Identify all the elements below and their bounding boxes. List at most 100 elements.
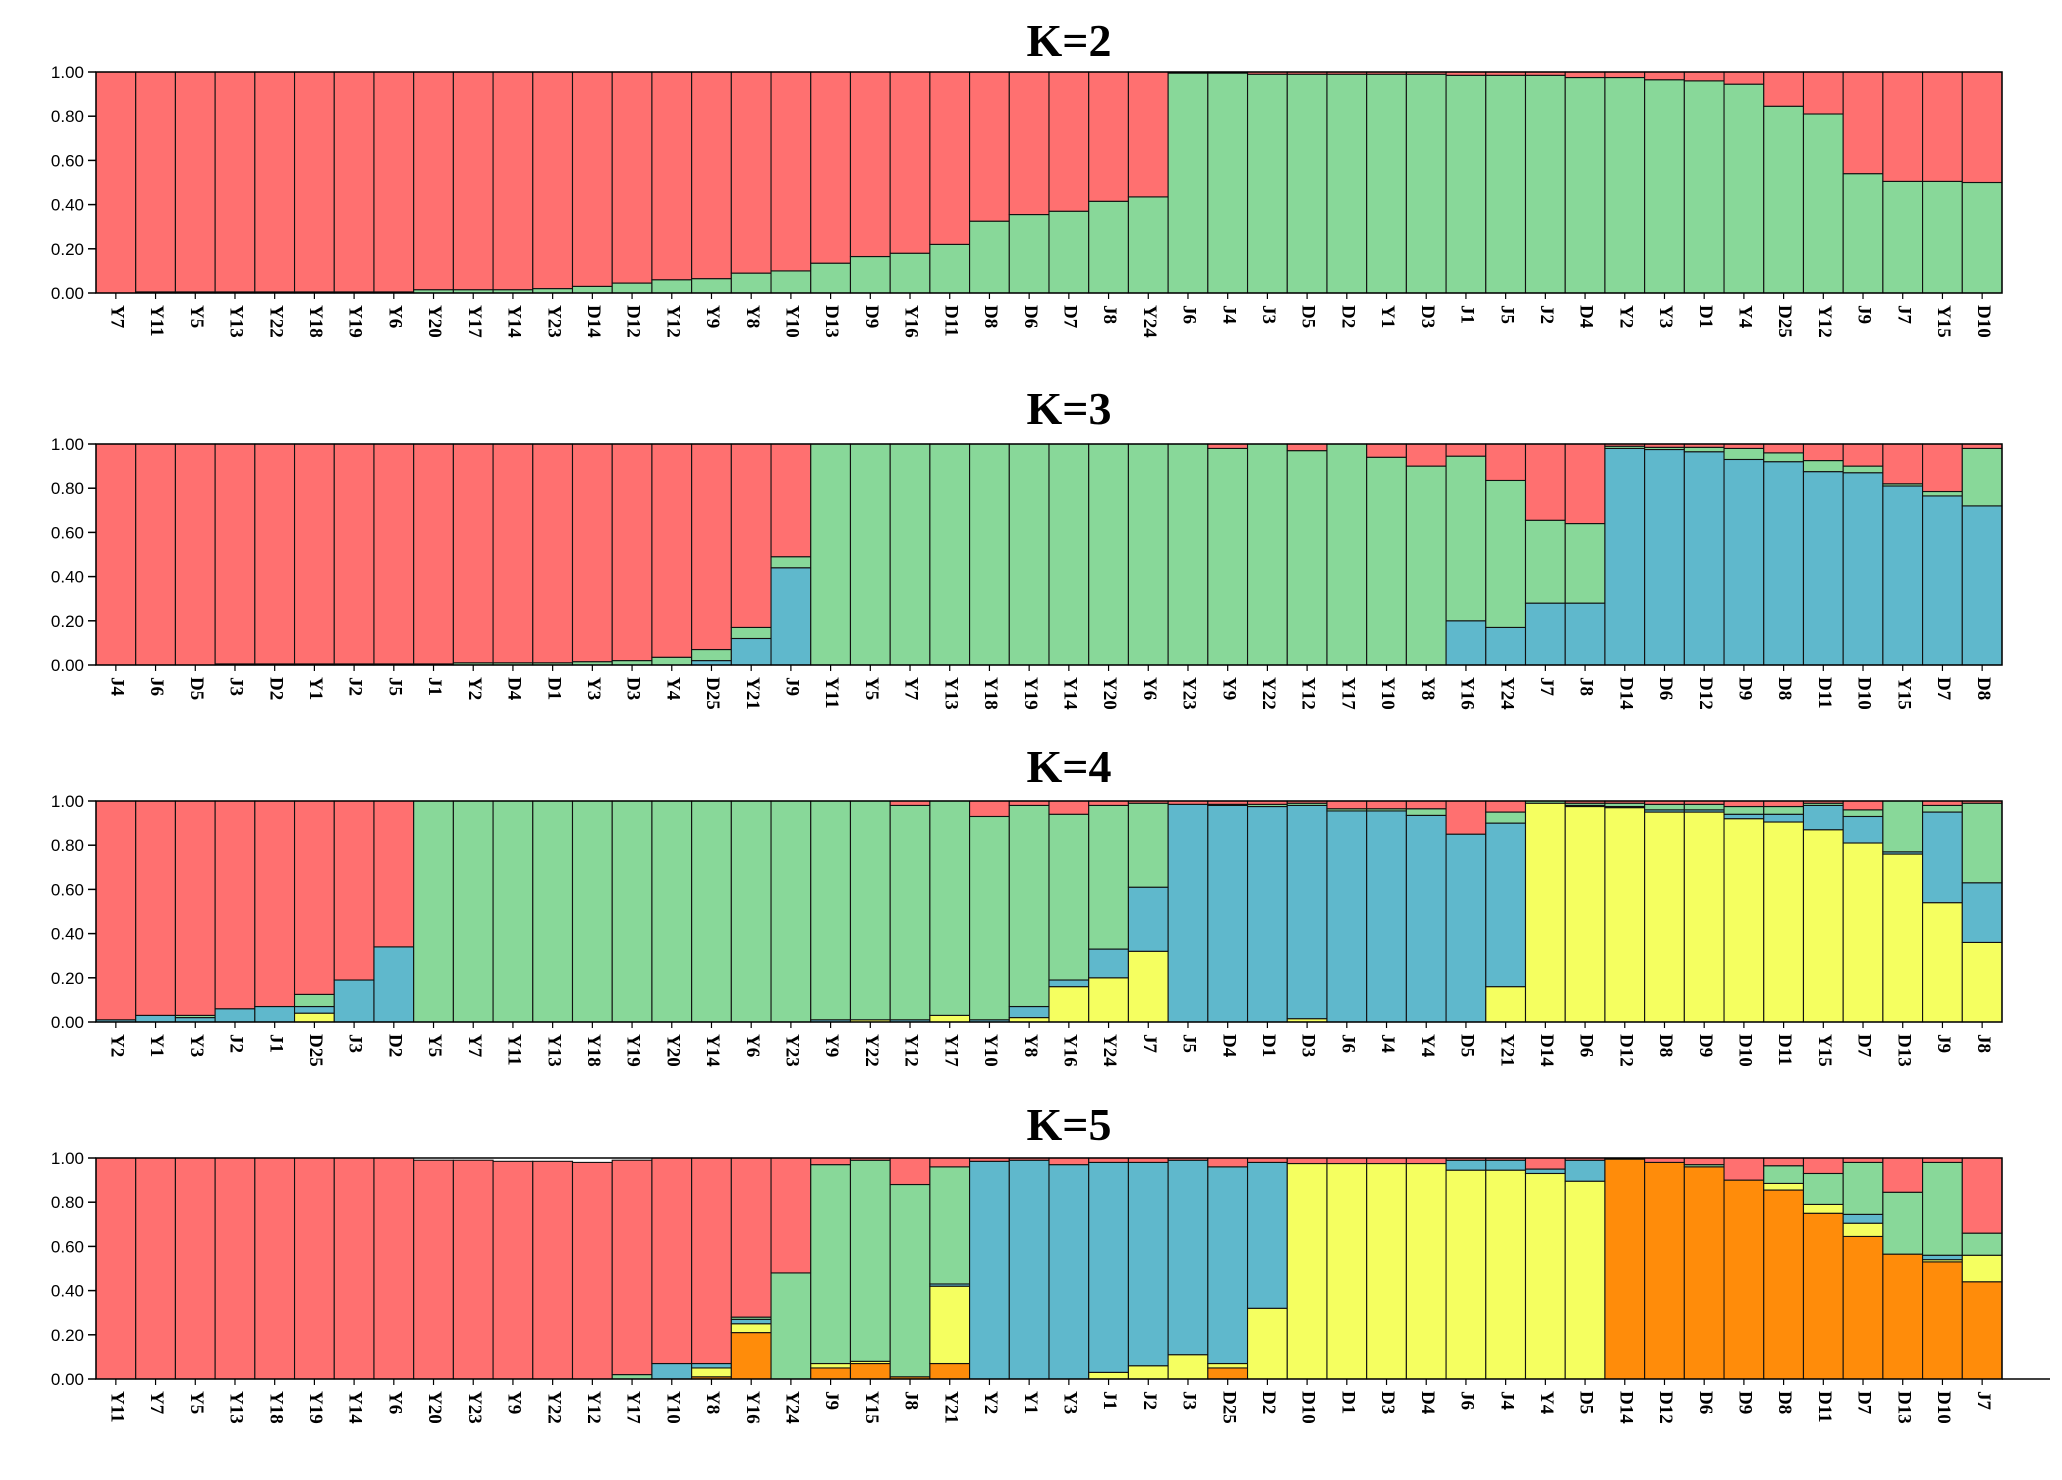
bar-segment-cluster-green <box>532 800 574 1023</box>
x-tick-label: Y2 <box>464 677 485 700</box>
bar-J6 <box>1445 1157 1487 1380</box>
bar-D13 <box>1882 800 1924 1023</box>
bar-Y8 <box>730 71 772 294</box>
bar-segment-cluster-green <box>1723 83 1765 294</box>
bar-segment-cluster-green <box>1008 804 1050 1008</box>
bar-segment-cluster-red <box>571 1161 613 1380</box>
bar-Y12 <box>651 71 693 294</box>
bar-segment-cluster-green <box>1445 74 1487 294</box>
x-tick-label: Y11 <box>821 677 842 709</box>
bar-J1 <box>1445 71 1487 294</box>
bar-D25 <box>1763 71 1805 294</box>
x-tick-label: D12 <box>623 305 644 338</box>
x-tick-label: Y15 <box>1933 305 1954 338</box>
bar-segment-cluster-red <box>1763 71 1805 107</box>
x-tick-label: Y5 <box>186 305 207 328</box>
bar-segment-cluster-blue <box>1445 833 1487 1023</box>
bar-segment-cluster-green <box>1723 805 1765 815</box>
x-tick-label: Y14 <box>1059 677 1080 710</box>
bar-segment-cluster-red <box>1882 443 1924 485</box>
bar-segment-cluster-red <box>254 1157 296 1380</box>
bar-segment-cluster-red <box>1286 1157 1328 1165</box>
bar-segment-cluster-blue <box>1326 810 1368 1023</box>
bar-segment-cluster-green <box>611 800 653 1023</box>
structure-panel-2: K=2 0.00 0.20 0.40 0.60 0.80 1.00 Y7 Y11 Y5 Y13 Y22… <box>51 15 2003 338</box>
bar-J7 <box>1961 1157 2003 1380</box>
bar-segment-cluster-green <box>969 443 1010 666</box>
x-tick-label: J9 <box>1854 305 1875 324</box>
bar-segment-cluster-yellow <box>929 1014 971 1023</box>
y-tick-label: 0.40 <box>51 568 84 587</box>
x-tick-label: J3 <box>345 1034 366 1053</box>
bar-Y3 <box>1048 1157 1090 1380</box>
bar-segment-cluster-green <box>492 800 534 1023</box>
y-tick-label: 0.80 <box>51 1193 84 1212</box>
x-tick-label: Y12 <box>662 305 683 338</box>
bar-Y8 <box>1405 443 1447 666</box>
bar-J5 <box>373 443 415 666</box>
x-tick-label: J6 <box>1337 1034 1358 1053</box>
bar-J4 <box>1207 71 1249 294</box>
x-tick-label: D5 <box>186 677 207 700</box>
bar-segment-cluster-blue <box>1008 1159 1050 1380</box>
x-tick-label: Y14 <box>702 1034 723 1067</box>
x-tick-label: Y12 <box>901 1034 922 1067</box>
bar-segment-cluster-orange <box>1961 1281 2003 1380</box>
bar-segment-cluster-green <box>1366 456 1407 666</box>
bar-Y6 <box>373 1157 415 1380</box>
x-tick-label: J2 <box>1139 1391 1160 1410</box>
bar-Y10 <box>1366 443 1407 666</box>
bar-segment-cluster-orange <box>730 1332 772 1380</box>
bar-segment-cluster-green <box>1048 813 1090 981</box>
bar-Y2 <box>95 800 137 1023</box>
x-tick-label: Y18 <box>305 305 326 338</box>
bar-Y22 <box>532 1160 574 1380</box>
bar-segment-cluster-orange <box>1207 1367 1249 1380</box>
x-tick-label: Y7 <box>464 1034 485 1058</box>
bar-segment-cluster-green <box>849 800 891 1021</box>
bar-Y6 <box>1127 443 1169 666</box>
bar-segment-cluster-red <box>1366 1157 1407 1165</box>
bar-J9 <box>1842 71 1884 294</box>
bar-Y23 <box>1167 443 1209 666</box>
x-tick-label: D8 <box>1774 1391 1795 1414</box>
x-tick-label: Y20 <box>1099 677 1120 710</box>
bar-segment-cluster-yellow <box>1405 1162 1447 1380</box>
bar-segment-cluster-yellow <box>1802 1203 1844 1214</box>
bar-Y6 <box>730 800 772 1023</box>
x-tick-label: D9 <box>1735 1391 1756 1414</box>
bar-Y10 <box>969 800 1010 1023</box>
bar-segment-cluster-red <box>770 1157 812 1274</box>
bar-segment-cluster-blue <box>1246 1161 1288 1309</box>
bar-segment-cluster-blue <box>1763 461 1805 666</box>
bar-segment-cluster-red <box>1922 443 1963 493</box>
bar-D12 <box>1604 800 1646 1023</box>
bar-segment-cluster-blue <box>214 1008 256 1023</box>
bar-segment-cluster-green <box>1524 74 1566 294</box>
bar-segment-cluster-red <box>1842 71 1884 175</box>
bar-segment-cluster-blue <box>1763 813 1805 823</box>
x-tick-label: D3 <box>1377 1391 1398 1414</box>
bar-segment-cluster-red <box>1524 443 1566 521</box>
bar-Y16 <box>730 1157 772 1380</box>
bar-D8 <box>1961 443 2003 666</box>
bar-Y23 <box>452 1159 494 1380</box>
bar-segment-cluster-green <box>929 443 971 666</box>
x-tick-label: J3 <box>1258 305 1279 324</box>
bar-segment-cluster-green <box>651 279 693 294</box>
x-tick-label: D3 <box>623 677 644 700</box>
x-tick-label: Y22 <box>861 1034 882 1067</box>
x-tick-label: Y20 <box>424 305 445 338</box>
bar-segment-cluster-red <box>810 71 852 264</box>
bar-segment-cluster-red <box>969 800 1010 818</box>
bar-segment-cluster-blue <box>1524 1168 1566 1175</box>
y-tick-label: 1.00 <box>51 792 84 811</box>
bar-segment-cluster-green <box>1167 72 1209 294</box>
structure-panel-3: K=3 0.00 0.20 0.40 0.60 0.80 1.00 J4 J6 D5 J3 D2 Y1 J… <box>51 383 2003 710</box>
plot-frame <box>95 443 2003 666</box>
bar-J9 <box>770 443 812 666</box>
bar-segment-cluster-blue <box>1167 1159 1209 1356</box>
bar-D1 <box>1683 71 1725 294</box>
bar-Y4 <box>1524 1157 1566 1380</box>
bar-segment-cluster-green <box>1008 443 1050 666</box>
